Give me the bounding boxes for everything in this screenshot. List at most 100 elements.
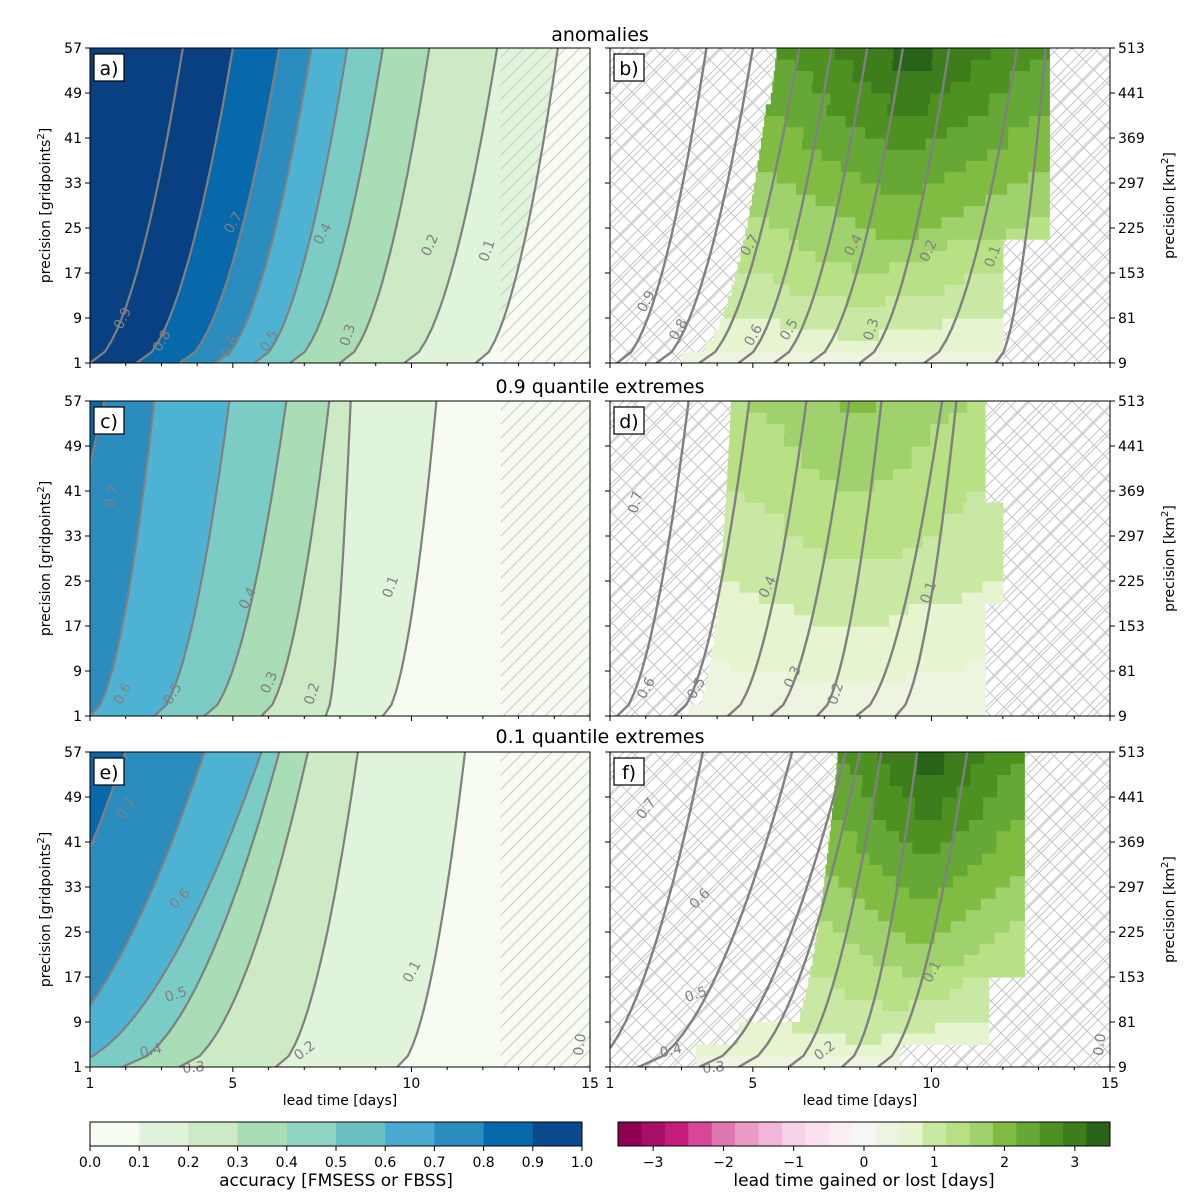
gain-cell	[996, 819, 1011, 832]
gain-cell	[881, 581, 903, 593]
lead-time-colorbar-tick-label: 2	[1000, 1155, 1009, 1171]
gain-cell	[811, 81, 833, 94]
gain-cell	[880, 183, 903, 195]
gain-cell	[715, 626, 735, 638]
gain-cell	[905, 126, 927, 139]
panel-tag-box	[613, 53, 645, 82]
gain-cell	[792, 1033, 811, 1045]
gain-cell	[760, 138, 783, 150]
gain-cell	[851, 887, 867, 899]
gain-cell	[804, 502, 825, 514]
gain-cell	[940, 842, 955, 854]
gain-cell	[1009, 920, 1025, 933]
gain-cell	[1010, 59, 1031, 71]
gain-cell	[747, 295, 768, 308]
gain-cell	[929, 479, 949, 492]
lead-time-colorbar-tick-label: −1	[783, 1155, 804, 1171]
gain-cell	[863, 909, 879, 922]
gain-cell	[792, 626, 812, 638]
gain-cell	[834, 909, 850, 922]
gain-cell	[910, 93, 931, 105]
gain-cell	[926, 126, 948, 139]
gain-cell	[813, 603, 833, 616]
panel-field	[610, 401, 1110, 716]
gain-cell	[866, 887, 881, 899]
gain-cell	[818, 920, 834, 933]
gain-cell	[975, 1010, 990, 1023]
gain-cell	[797, 1044, 813, 1057]
gain-cell	[837, 887, 853, 899]
lead-time-colorbar-segment	[1016, 1122, 1041, 1146]
accuracy-colorbar-segment	[532, 1122, 583, 1146]
gain-cell	[840, 581, 862, 593]
gain-cell	[982, 547, 1004, 559]
gain-cell	[971, 48, 992, 60]
gain-cell	[858, 194, 880, 206]
gain-cell	[982, 536, 1004, 548]
gain-cell	[790, 216, 813, 229]
gain-cell	[943, 513, 964, 526]
gain-cell	[962, 536, 984, 548]
gain-cell	[912, 59, 933, 71]
gain-cell	[846, 797, 862, 809]
gain-cell	[961, 329, 983, 341]
gain-cell	[832, 603, 852, 616]
gain-cell	[950, 932, 966, 944]
gain-cell	[883, 149, 905, 161]
gain-cell	[822, 138, 844, 150]
gain-cell	[984, 250, 1004, 263]
gain-cell	[925, 864, 940, 877]
gain-cell	[965, 648, 986, 661]
gain-cell	[716, 614, 736, 627]
gain-cell	[688, 704, 711, 716]
gain-cell	[695, 1044, 711, 1057]
gain-cell	[995, 898, 1011, 910]
gain-cell	[745, 228, 768, 240]
gain-cell	[983, 513, 1004, 526]
gain-cell	[983, 785, 998, 798]
contour-line-0.4	[809, 48, 905, 363]
y-tick-label: 441	[1118, 86, 1145, 102]
gain-cell	[846, 932, 862, 944]
contour-label: 0.4	[138, 1041, 163, 1062]
gain-cell	[1029, 81, 1050, 94]
gain-cell	[756, 1033, 775, 1045]
lead-time-colorbar: −3 −2 −1 0 1 2 3	[617, 1121, 1111, 1171]
gain-cell	[811, 626, 832, 638]
gain-cell	[796, 48, 817, 60]
gain-cell	[780, 149, 802, 161]
gain-cell	[926, 273, 946, 285]
gain-cell	[965, 637, 986, 649]
gain-cell	[917, 1033, 936, 1045]
gain-cell	[853, 228, 877, 240]
gain-cell	[982, 318, 1004, 330]
gain-cell	[985, 205, 1008, 218]
lead-time-colorbar-segment	[852, 1122, 877, 1146]
gain-cell	[930, 81, 951, 94]
gain-cell	[821, 412, 841, 424]
gain-cell	[724, 306, 745, 319]
gain-cell	[911, 468, 931, 481]
panel-field	[90, 752, 590, 1067]
gain-cell	[953, 864, 969, 877]
gain-cell	[948, 999, 963, 1012]
gain-cell	[847, 920, 863, 933]
gain-cell	[943, 306, 964, 319]
gain-cell	[742, 239, 763, 251]
gain-cell	[945, 160, 967, 173]
gain-cell	[829, 830, 845, 843]
gain-cell	[785, 682, 806, 694]
gain-cell	[907, 648, 928, 661]
gain-cell	[816, 932, 832, 944]
gain-cell	[822, 887, 838, 899]
gain-cell	[869, 853, 884, 865]
gain-cell	[783, 536, 804, 548]
gain-cell	[1009, 887, 1025, 899]
gain-cell	[791, 637, 812, 649]
gain-cell	[979, 351, 1004, 363]
y-tick-label: 57	[64, 394, 82, 410]
gain-cell	[966, 446, 986, 458]
gain-cell	[841, 965, 857, 978]
